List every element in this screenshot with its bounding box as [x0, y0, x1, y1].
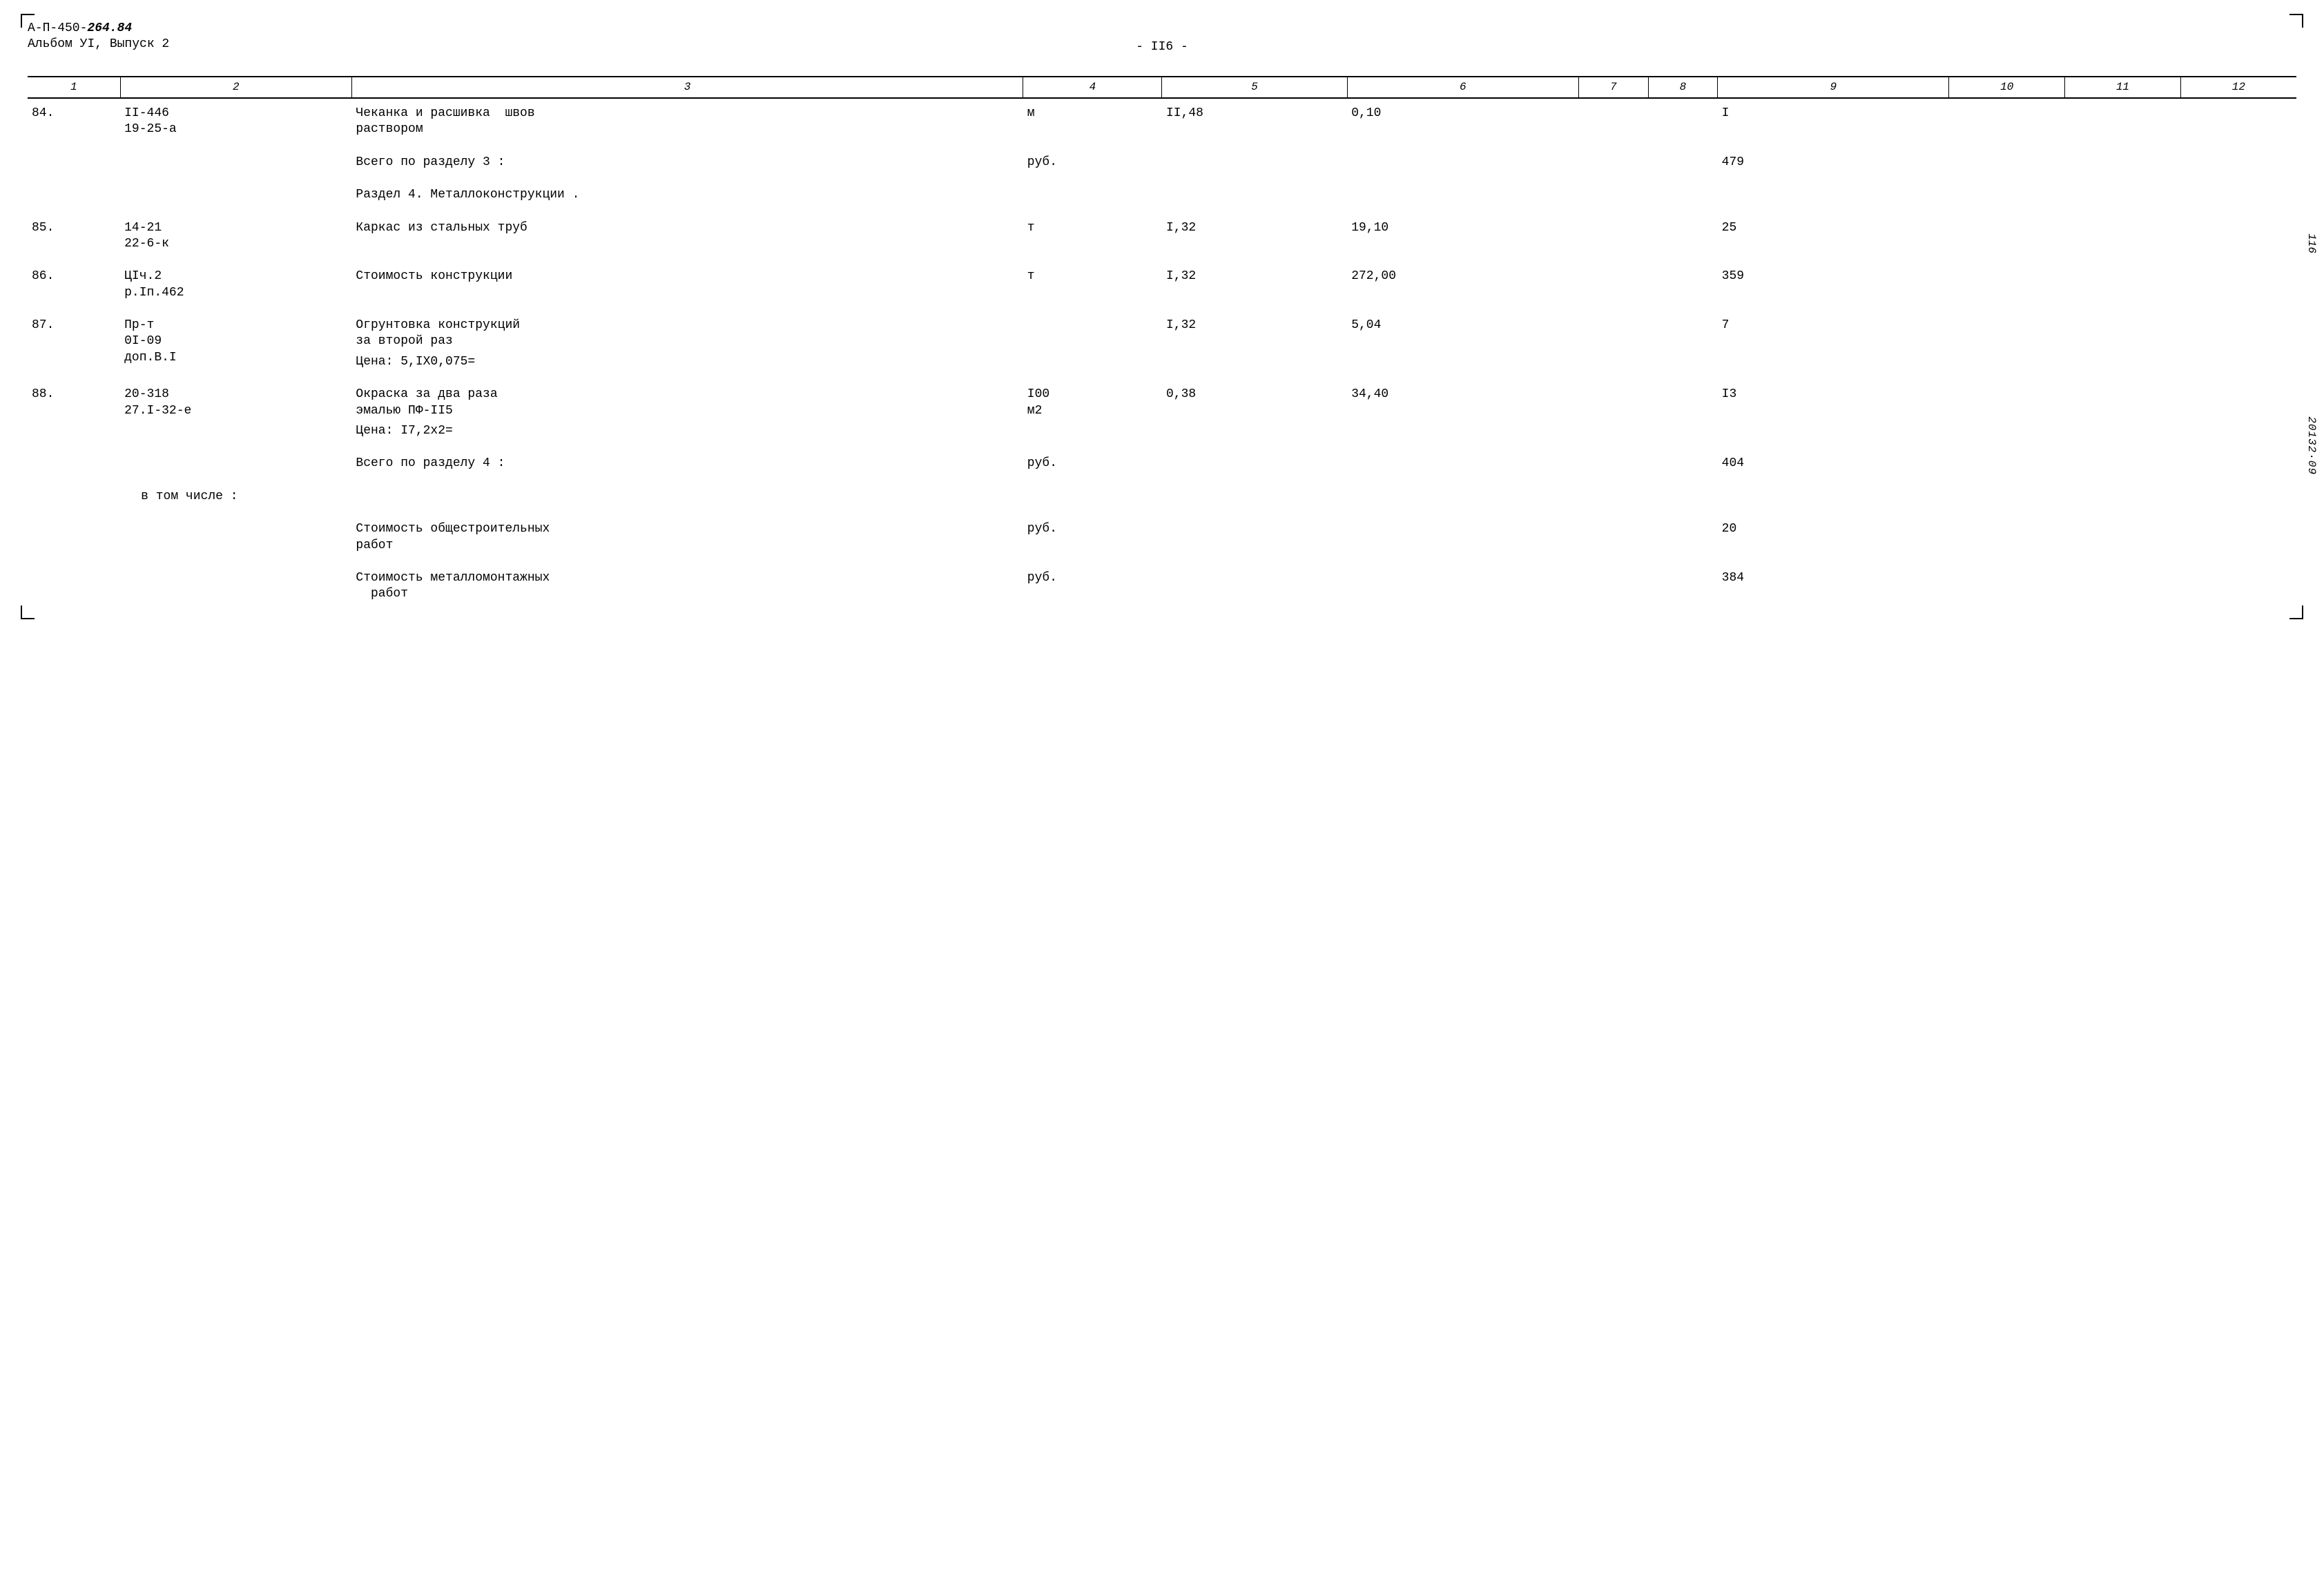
row-num: 84.	[28, 98, 120, 148]
col-7: 7	[1579, 77, 1649, 98]
table-row: 84.II-44619-25-аЧеканка и расшивка швовр…	[28, 98, 2296, 148]
table-row: 85.14-2122-6-кКаркас из стальных трубтI,…	[28, 213, 2296, 262]
row-code: ЦIч.2р.Iп.462	[120, 262, 351, 311]
row-rate: 5,04	[1347, 311, 1578, 380]
col-12: 12	[2180, 77, 2296, 98]
row-code: II-44619-25-а	[120, 98, 351, 148]
side-doc-number: 20132·09	[2304, 416, 2318, 475]
row-code: Пр-т0I-09доп.В.I	[120, 311, 351, 380]
subtotal-unit: руб.	[1023, 449, 1162, 481]
section-title: Раздел 4. Металлоконструкции .	[351, 180, 2296, 213]
section-title-row: Раздел 4. Металлоконструкции .	[28, 180, 2296, 213]
row-rate: 19,10	[1347, 213, 1578, 262]
row-unit	[1023, 311, 1162, 380]
col-11: 11	[2065, 77, 2181, 98]
subtotal-value: 479	[1718, 148, 1949, 180]
row-unit: т	[1023, 262, 1162, 311]
subtotal-label: Всего по разделу 3 :	[351, 148, 1023, 180]
doc-code-suffix: 264.84	[87, 21, 132, 35]
page-number-top: - II6 -	[28, 39, 2296, 55]
row-num: 88.	[28, 380, 120, 449]
row-rate: 0,10	[1347, 98, 1578, 148]
subtotal-row: Всего по разделу 4 :руб. 404	[28, 449, 2296, 481]
document-header: А-П-450-264.84 Альбом УI, Выпуск 2 - II6…	[28, 21, 2296, 55]
col-4: 4	[1023, 77, 1162, 98]
subtotal-row: Стоимость металломонтажных работруб. 384	[28, 563, 2296, 612]
row-qty: 0,38	[1162, 380, 1347, 449]
row-code: 20-31827.I-32-е	[120, 380, 351, 449]
including-label: в том числе :	[120, 482, 1023, 514]
col-2: 2	[120, 77, 351, 98]
subtotal-value: 404	[1718, 449, 1949, 481]
table-body: 84.II-44619-25-аЧеканка и расшивка швовр…	[28, 98, 2296, 612]
doc-code: А-П-450-264.84	[28, 21, 2296, 37]
estimate-table: 1 2 3 4 5 6 7 8 9 10 11 12 84.II-44619-2…	[28, 76, 2296, 612]
crop-mark-tr	[2289, 14, 2303, 28]
row-qty: I,32	[1162, 311, 1347, 380]
col-9: 9	[1718, 77, 1949, 98]
row-num: 85.	[28, 213, 120, 262]
subtotal-label: Стоимость общестроительныхработ	[351, 514, 1023, 563]
subtotal-label: Всего по разделу 4 :	[351, 449, 1023, 481]
subtotal-unit: руб.	[1023, 563, 1162, 612]
row-qty: I,32	[1162, 213, 1347, 262]
table-row: 87.Пр-т0I-09доп.В.IОгрунтовка конструкци…	[28, 311, 2296, 380]
crop-mark-tl	[21, 14, 35, 28]
row-unit: т	[1023, 213, 1162, 262]
col-5: 5	[1162, 77, 1347, 98]
row-qty: II,48	[1162, 98, 1347, 148]
subtotal-unit: руб.	[1023, 514, 1162, 563]
doc-code-prefix: А-П-450-	[28, 21, 87, 35]
row-qty: I,32	[1162, 262, 1347, 311]
crop-mark-bl	[21, 605, 35, 619]
table-row: 88.20-31827.I-32-еОкраска за два разаэма…	[28, 380, 2296, 449]
subtotal-row: Стоимость общестроительныхработруб. 20	[28, 514, 2296, 563]
row-c9: I	[1718, 98, 1949, 148]
row-desc: Чеканка и расшивка швовраствором	[351, 98, 1023, 148]
row-desc: Окраска за два разаэмалью ПФ-II5Цена: I7…	[351, 380, 1023, 449]
subtotal-label: Стоимость металломонтажных работ	[351, 563, 1023, 612]
row-desc: Огрунтовка конструкцийза второй разЦена:…	[351, 311, 1023, 380]
row-c9: 25	[1718, 213, 1949, 262]
row-c9: 359	[1718, 262, 1949, 311]
row-desc: Стоимость конструкции	[351, 262, 1023, 311]
row-num: 87.	[28, 311, 120, 380]
row-c9: 7	[1718, 311, 1949, 380]
row-unit: I00м2	[1023, 380, 1162, 449]
row-num: 86.	[28, 262, 120, 311]
row-c9: I3	[1718, 380, 1949, 449]
row-code: 14-2122-6-к	[120, 213, 351, 262]
row-rate: 272,00	[1347, 262, 1578, 311]
table-header: 1 2 3 4 5 6 7 8 9 10 11 12	[28, 77, 2296, 98]
row-rate: 34,40	[1347, 380, 1578, 449]
col-1: 1	[28, 77, 120, 98]
col-10: 10	[1949, 77, 2065, 98]
row-desc: Каркас из стальных труб	[351, 213, 1023, 262]
col-3: 3	[351, 77, 1023, 98]
subtotal-value: 20	[1718, 514, 1949, 563]
col-6: 6	[1347, 77, 1578, 98]
table-row: 86.ЦIч.2р.Iп.462Стоимость конструкциитI,…	[28, 262, 2296, 311]
crop-mark-br	[2289, 605, 2303, 619]
subtotal-unit: руб.	[1023, 148, 1162, 180]
row-unit: м	[1023, 98, 1162, 148]
subtotal-value: 384	[1718, 563, 1949, 612]
col-8: 8	[1648, 77, 1718, 98]
including-row: в том числе :	[28, 482, 2296, 514]
subtotal-row: Всего по разделу 3 :руб. 479	[28, 148, 2296, 180]
side-page-number: 116	[2304, 233, 2318, 253]
